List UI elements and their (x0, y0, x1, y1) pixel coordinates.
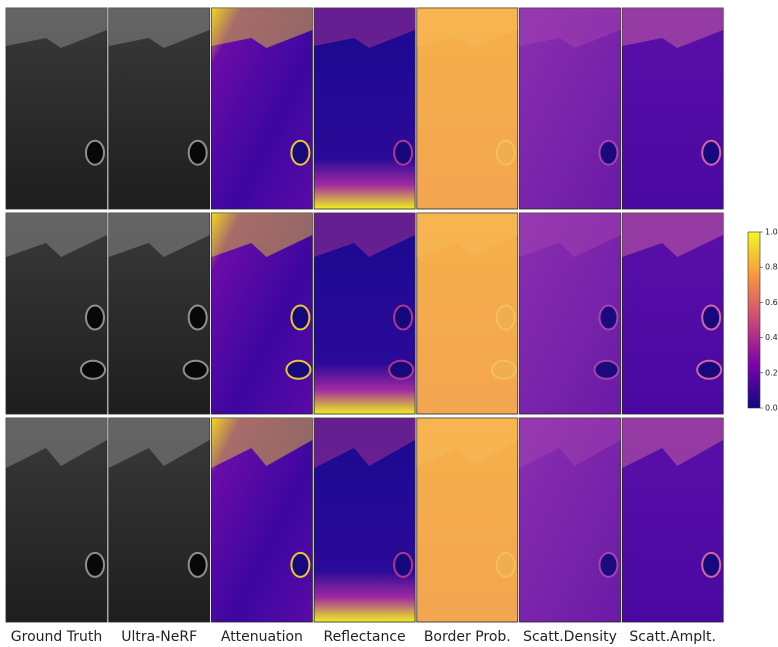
image-hole (701, 139, 722, 166)
column-label: Attenuation (221, 629, 303, 645)
image-hole (182, 359, 209, 380)
image-hole (85, 551, 105, 578)
image-hole (80, 359, 106, 380)
colorbar-label: 0.8 (765, 263, 778, 272)
image-band (108, 213, 210, 257)
image-panel (621, 7, 724, 210)
column-label: Scatt.Density (523, 629, 617, 645)
image-band (6, 213, 107, 257)
colorbar: 0.0 0.2 0.4 0.6 0.8 1.0 (747, 228, 778, 413)
image-band (6, 418, 107, 468)
column-label: Reflectance (324, 629, 406, 645)
colorbar-label: 0.4 (765, 333, 778, 342)
image-panel (416, 7, 519, 210)
image-grid (5, 7, 724, 623)
image-panel (313, 7, 416, 210)
image-band (622, 213, 724, 257)
image-band (6, 8, 107, 48)
image-panel (108, 417, 211, 623)
column-label: Scatt.Amplt. (629, 629, 716, 645)
colorbar-label: 0.2 (765, 368, 778, 377)
image-hole (495, 304, 516, 331)
image-hole (187, 139, 208, 166)
column-label: Border Prob. (424, 629, 511, 645)
image-hole (388, 359, 415, 380)
image-band (211, 213, 313, 257)
image-hole (285, 359, 312, 380)
image-panel (210, 7, 313, 210)
image-panel (5, 7, 108, 210)
image-hole (393, 304, 414, 331)
image-band (519, 213, 621, 257)
image-band (622, 8, 724, 48)
image-band (416, 418, 518, 468)
image-hole (393, 551, 414, 578)
image-band (314, 8, 416, 48)
image-hole (187, 304, 208, 331)
image-band (108, 8, 210, 48)
image-hole (290, 139, 311, 166)
image-hole (393, 139, 414, 166)
image-hole (290, 551, 311, 578)
image-hole (598, 551, 619, 578)
column-label: Ground Truth (11, 629, 102, 645)
colorbar-label: 0.6 (765, 298, 778, 307)
image-panel (621, 417, 724, 623)
image-band (314, 213, 416, 257)
image-hole (701, 551, 722, 578)
image-hole (85, 139, 105, 166)
image-hole (598, 139, 619, 166)
image-band (519, 8, 621, 48)
image-hole (598, 304, 619, 331)
image-panel (519, 7, 621, 210)
image-hole (701, 304, 722, 331)
image-band (416, 213, 518, 257)
image-panel (5, 417, 108, 623)
image-hole (696, 359, 723, 380)
image-hole (593, 359, 620, 380)
image-band (211, 8, 313, 48)
image-hole (495, 551, 516, 578)
colorbar-label: 1.0 (765, 228, 778, 237)
image-hole (290, 304, 311, 331)
image-panel (210, 417, 313, 623)
image-panel (519, 417, 621, 623)
image-hole (490, 359, 517, 380)
image-band (211, 418, 313, 468)
image-band (416, 8, 518, 48)
image-band (519, 418, 621, 468)
column-label: Ultra-NeRF (121, 629, 197, 645)
image-hole (187, 551, 208, 578)
colorbar-ramp (747, 231, 761, 409)
image-panel (108, 7, 211, 210)
image-band (622, 418, 724, 468)
image-hole (495, 139, 516, 166)
colorbar-label: 0.0 (765, 404, 778, 413)
image-band (314, 418, 416, 468)
image-panel (313, 417, 416, 623)
image-band (108, 418, 210, 468)
column-labels: Ground Truth Ultra-NeRF Attenuation Reflect… (11, 629, 716, 645)
image-hole (85, 304, 105, 331)
image-panel (416, 417, 519, 623)
